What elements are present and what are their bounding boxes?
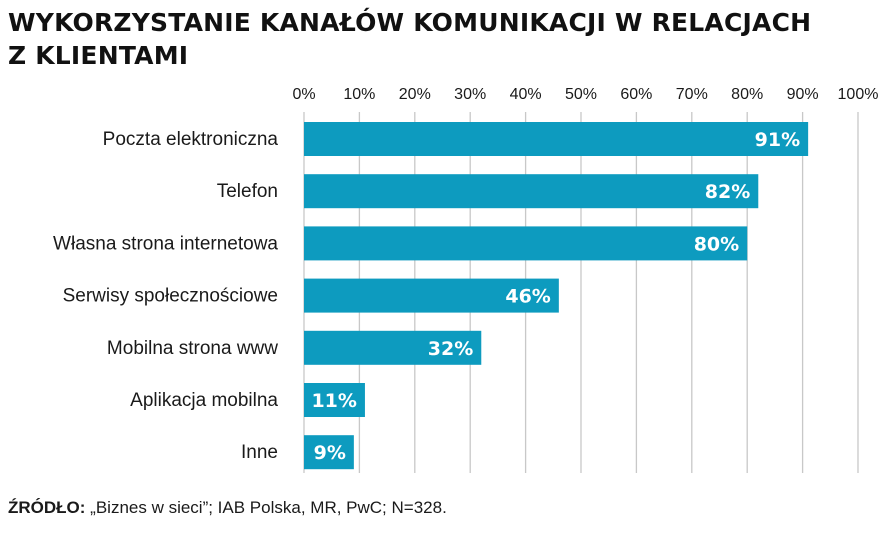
data-label: 46% [505,286,550,308]
category-label: Własna strona internetowa [53,233,278,254]
x-tick-label: 10% [343,86,375,103]
x-tick-label: 40% [510,86,542,103]
chart-title-line-2: Z KLIENTAMI [8,41,189,70]
x-tick-label: 90% [787,86,819,103]
bar [304,330,482,365]
x-tick-label: 70% [676,86,708,103]
data-label: 32% [428,338,473,360]
chart-title-line-1: WYKORZYSTANIE KANAŁÓW KOMUNIKACJI W RELA… [8,8,812,37]
source-text: „Biznes w sieci”; IAB Polska, MR, PwC; N… [85,498,447,517]
category-label: Serwisy społecznościowe [63,286,278,307]
data-label: 9% [314,442,346,464]
source-note: ŹRÓDŁO: „Biznes w sieci”; IAB Polska, MR… [8,498,447,518]
bar [304,278,559,313]
bar [304,122,809,156]
x-tick-label: 0% [292,86,315,103]
category-label: Telefon [217,181,278,202]
category-label: Mobilna strona www [107,338,278,359]
data-label: 80% [694,233,739,255]
category-label: Inne [241,442,278,463]
x-tick-label: 20% [399,86,431,103]
bar [304,383,365,417]
data-label: 11% [311,390,356,412]
x-tick-label: 60% [620,86,652,103]
source-label: ŹRÓDŁO: [8,498,86,517]
x-tick-label: 50% [565,86,597,103]
data-label: 82% [705,181,750,203]
category-label: Aplikacja mobilna [130,390,278,411]
bar [304,435,354,470]
x-tick-label: 100% [838,86,879,103]
category-label: Poczta elektroniczna [103,129,279,150]
chart-title: WYKORZYSTANIE KANAŁÓW KOMUNIKACJI W RELA… [8,6,878,72]
bar [304,174,759,209]
bar [304,226,748,261]
x-tick-label: 30% [454,86,486,103]
data-label: 91% [755,129,800,151]
x-tick-label: 80% [731,86,763,103]
